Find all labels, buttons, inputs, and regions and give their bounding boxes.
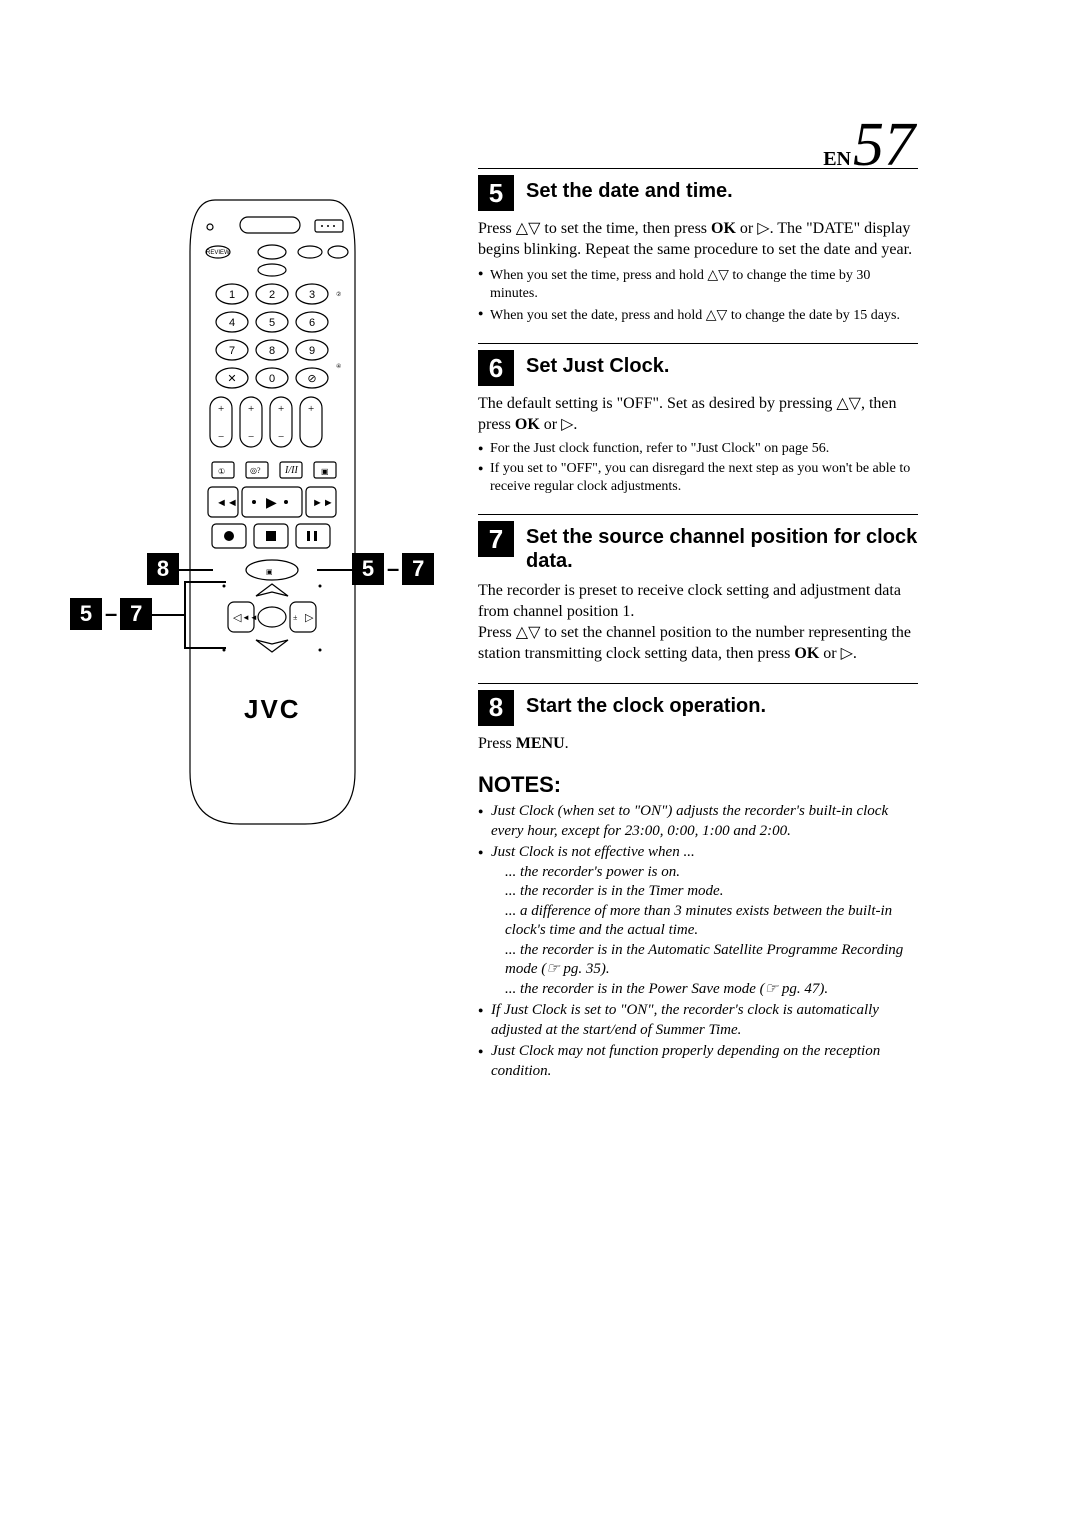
svg-text:6: 6 [309, 317, 315, 329]
svg-text:▣: ▣ [266, 568, 273, 576]
callout-right-pair: 5 – 7 [352, 553, 434, 585]
body-text: Press MENU. [478, 734, 918, 755]
rule [478, 683, 918, 684]
step-box-8: 8 [478, 690, 514, 726]
callout-b5: 5 [70, 598, 102, 630]
bullet: When you set the date, press and hold △▽… [478, 305, 918, 325]
step-title: Set the date and time. [526, 175, 733, 203]
callout-r5: 5 [352, 553, 384, 585]
body-text: The recorder is preset to receive clock … [478, 581, 918, 664]
notes-list: Just Clock (when set to "ON") adjusts th… [478, 802, 918, 1081]
callout-dash: – [105, 601, 117, 627]
svg-text:①: ① [218, 467, 225, 476]
rule [478, 343, 918, 344]
remote-illustration: .s{fill:none;stroke:#000;stroke-width:1.… [180, 192, 365, 832]
step-box-7: 7 [478, 521, 514, 557]
svg-text:◎?: ◎? [250, 466, 261, 475]
svg-text:−: − [218, 431, 224, 443]
section-7: 7 Set the source channel position for cl… [478, 514, 918, 664]
svg-text:7: 7 [229, 345, 235, 357]
bullet: When you set the time, press and hold △▽… [478, 265, 918, 303]
note-item: Just Clock is not effective when ... ...… [478, 843, 918, 999]
svg-text:I/II: I/II [284, 465, 298, 476]
note-sub: ... the recorder's power is on. [491, 863, 918, 883]
bullet: For the Just clock function, refer to "J… [478, 440, 918, 458]
rule [478, 168, 918, 169]
note-item: Just Clock (when set to "ON") adjusts th… [478, 802, 918, 841]
svg-text:+: + [218, 403, 224, 415]
callout-line-8 [179, 569, 213, 571]
remote-svg: .s{fill:none;stroke:#000;stroke-width:1.… [180, 192, 365, 832]
step-title: Set Just Clock. [526, 350, 669, 378]
step-box-5: 5 [478, 175, 514, 211]
svg-text:−: − [278, 431, 284, 443]
body-text: The default setting is "OFF". Set as des… [478, 394, 918, 436]
svg-text:②: ② [336, 291, 341, 298]
svg-text:+: + [308, 403, 314, 415]
svg-text:⊘: ⊘ [307, 373, 316, 385]
rule [478, 514, 918, 515]
svg-text:◄◄: ◄◄ [242, 613, 258, 622]
step-box-6: 6 [478, 350, 514, 386]
svg-text:+: + [248, 403, 254, 415]
svg-text:REVIEW: REVIEW [206, 250, 230, 256]
callout-bottom-pair: 5 – 7 [70, 598, 152, 630]
svg-text:④: ④ [336, 363, 341, 370]
svg-text:−: − [248, 431, 254, 443]
svg-text:0: 0 [269, 373, 275, 385]
section-6: 6 Set Just Clock. The default setting is… [478, 343, 918, 496]
svg-text:▶: ▶ [266, 496, 277, 511]
note-item: Just Clock may not function properly dep… [478, 1042, 918, 1081]
callout-8: 8 [147, 553, 179, 585]
svg-text:3: 3 [309, 289, 315, 301]
section-header: 5 Set the date and time. [478, 175, 918, 211]
step-title: Start the clock operation. [526, 690, 766, 718]
svg-text:◄◄: ◄◄ [216, 497, 238, 509]
svg-text:5: 5 [269, 317, 275, 329]
section-8: 8 Start the clock operation. Press MENU. [478, 683, 918, 755]
note-sub: ... the recorder is in the Timer mode. [491, 882, 918, 902]
svg-text:►►: ►► [312, 497, 334, 509]
section-header: 6 Set Just Clock. [478, 350, 918, 386]
bullets: When you set the time, press and hold △▽… [478, 265, 918, 326]
body-text: Press △▽ to set the time, then press OK … [478, 219, 918, 261]
page-prefix: EN [823, 148, 851, 170]
svg-text:4: 4 [229, 317, 235, 329]
brand-logo: JVC [244, 694, 301, 725]
callout-line-bottom [148, 614, 184, 616]
bullet: If you set to "OFF", you can disregard t… [478, 460, 918, 496]
svg-text:9: 9 [309, 345, 315, 357]
note-sub: ... the recorder is in the Automatic Sat… [491, 941, 918, 980]
callout-line-right [317, 569, 352, 571]
section-5: 5 Set the date and time. Press △▽ to set… [478, 168, 918, 325]
notes-section: NOTES: Just Clock (when set to "ON") adj… [478, 772, 918, 1081]
section-header: 8 Start the clock operation. [478, 690, 918, 726]
note-sub: ... the recorder is in the Power Save mo… [491, 980, 918, 1000]
step-title: Set the source channel position for cloc… [526, 521, 918, 573]
callout-dash: – [387, 556, 399, 582]
svg-text:2: 2 [269, 289, 275, 301]
bullets: For the Just clock function, refer to "J… [478, 440, 918, 497]
content-column: 5 Set the date and time. Press △▽ to set… [478, 168, 918, 1083]
note-sub: ... a difference of more than 3 minutes … [491, 902, 918, 941]
callout-r7: 7 [402, 553, 434, 585]
notes-heading: NOTES: [478, 772, 918, 798]
svg-text:▣: ▣ [321, 467, 329, 476]
section-header: 7 Set the source channel position for cl… [478, 521, 918, 573]
svg-text:◁: ◁ [233, 612, 242, 624]
svg-text:1: 1 [229, 289, 235, 301]
callout-bracket [183, 580, 226, 650]
svg-text:±: ± [293, 613, 298, 622]
svg-text:+: + [278, 403, 284, 415]
svg-text:8: 8 [269, 345, 275, 357]
callout-b7: 7 [120, 598, 152, 630]
note-item: If Just Clock is set to "ON", the record… [478, 1001, 918, 1040]
svg-text:▷: ▷ [305, 612, 314, 624]
svg-text:✕: ✕ [227, 373, 236, 385]
